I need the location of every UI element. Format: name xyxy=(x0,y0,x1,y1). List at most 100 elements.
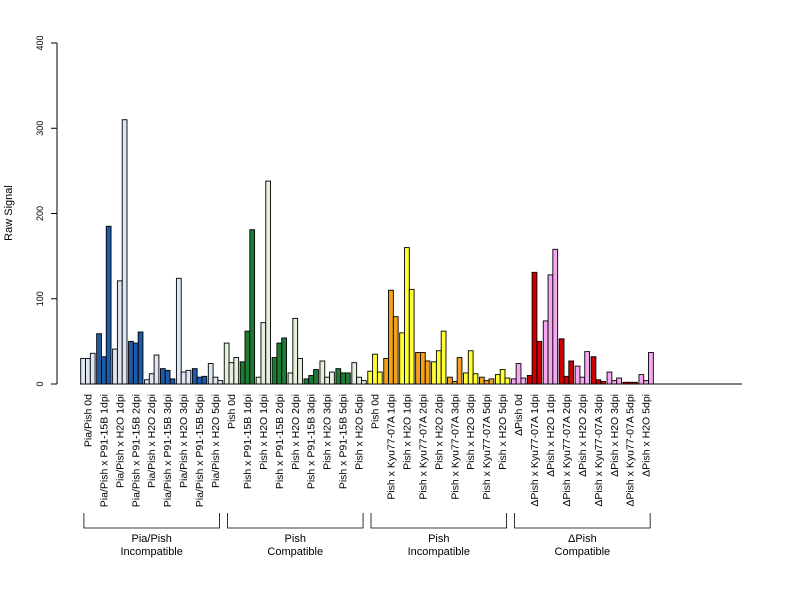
x-tick-label: Pish x P91-15B 1dpi xyxy=(242,394,254,489)
bar xyxy=(547,274,554,385)
bar xyxy=(153,354,160,385)
group-label-line2: Compatible xyxy=(555,546,611,558)
bar xyxy=(244,330,251,385)
bar xyxy=(488,378,495,385)
group-label-line2: Incompatible xyxy=(121,546,183,558)
x-tick-label: Pia/Pish x P91-15B 2dpi xyxy=(130,394,142,507)
y-tick-label: 400 xyxy=(35,35,45,50)
x-tick-label: Pia/Pish x H2O 2dpi xyxy=(146,394,158,488)
bar xyxy=(297,357,303,385)
bar xyxy=(207,363,214,385)
bar xyxy=(80,357,86,385)
bar xyxy=(648,352,654,385)
x-tick-label: ΔPish x Kyu77-07A 1dpi xyxy=(529,394,541,507)
group-bracket xyxy=(227,513,364,529)
x-tick-label: Pish x H2O 5dpi xyxy=(497,394,509,470)
bar xyxy=(627,381,634,385)
bar xyxy=(574,365,581,385)
bar xyxy=(590,356,597,385)
x-tick-label: Pish x H2O 2dpi xyxy=(290,394,302,470)
bar xyxy=(388,289,394,385)
bar xyxy=(356,376,362,385)
bar xyxy=(515,363,522,385)
bar xyxy=(520,377,527,385)
bar xyxy=(435,350,442,385)
x-tick-label: Pish x Kyu77-07A 1dpi xyxy=(385,394,397,500)
bar xyxy=(531,271,538,385)
bar xyxy=(281,337,287,385)
y-tick-label: 100 xyxy=(35,291,45,306)
x-tick-label: Pish x Kyu77-07A 2dpi xyxy=(417,394,429,500)
bar xyxy=(292,317,299,385)
bar xyxy=(212,376,219,385)
x-tick-label: ΔPish x H2O 5dpi xyxy=(641,394,653,477)
bar xyxy=(383,357,390,385)
bar xyxy=(265,180,272,385)
bar xyxy=(144,379,150,385)
bar xyxy=(510,378,517,385)
bar xyxy=(164,369,171,385)
x-tick-label: Pish x H2O 1dpi xyxy=(401,394,413,470)
bar xyxy=(536,340,543,385)
x-tick-label: Pish x P91-15B 3dpi xyxy=(306,394,318,489)
group-brackets: Pia/PishIncompatiblePishCompatiblePishIn… xyxy=(83,513,651,558)
bar xyxy=(128,340,134,385)
bar xyxy=(367,370,374,385)
bar xyxy=(440,330,447,385)
bar xyxy=(643,380,650,385)
bar xyxy=(137,331,144,385)
bar xyxy=(175,277,182,385)
y-tick-label: 200 xyxy=(35,206,45,221)
bar xyxy=(415,352,421,385)
x-tick-label: ΔPish x H2O 1dpi xyxy=(545,394,557,477)
bar xyxy=(180,371,187,385)
bar xyxy=(308,375,315,385)
bar xyxy=(595,379,602,385)
bar xyxy=(376,371,383,385)
group-label-line1: ΔPish xyxy=(568,533,597,545)
bar xyxy=(276,342,283,385)
bar xyxy=(616,377,622,385)
group-label-line1: Pish xyxy=(428,533,449,545)
y-tick-label: 0 xyxy=(35,381,45,386)
x-tick-label: Pish x H2O 3dpi xyxy=(322,394,334,470)
bar xyxy=(499,369,506,385)
x-tick-label: Pish 0d xyxy=(370,394,382,429)
x-tick-label: Pish x H2O 5dpi xyxy=(354,394,366,470)
group-label-line2: Compatible xyxy=(267,546,323,558)
group-label-line2: Incompatible xyxy=(408,546,470,558)
bar xyxy=(563,375,570,385)
x-tick-label: Pish x H2O 3dpi xyxy=(465,394,477,470)
x-tick-label: Pia/Pish x P91-15B 5dpi xyxy=(194,394,206,507)
bar xyxy=(201,375,208,385)
bar xyxy=(579,376,586,385)
x-tick-label: Pish x H2O 1dpi xyxy=(258,394,270,470)
bar xyxy=(85,357,91,385)
bar xyxy=(132,342,139,385)
x-tick-labels: Pia/Pish 0d Pia/Pish x P91-15B 1dpi Pia/Pi… xyxy=(82,394,652,507)
bar xyxy=(479,376,485,385)
bar xyxy=(622,381,629,385)
bar xyxy=(420,352,426,385)
bar xyxy=(463,372,469,385)
bar xyxy=(223,342,230,385)
x-tick-label: Pia/Pish x P91-15B 3dpi xyxy=(162,394,174,507)
bar xyxy=(335,368,342,385)
x-tick-label: Pish x Kyu77-07A 5dpi xyxy=(481,394,493,500)
bars xyxy=(80,119,654,385)
bar xyxy=(611,380,618,385)
x-tick-label: ΔPish x Kyu77-07A 3dpi xyxy=(593,394,605,507)
bar xyxy=(494,374,501,385)
y-axis-label: Raw Signal xyxy=(3,185,15,241)
bar xyxy=(239,361,246,385)
bar xyxy=(313,369,319,385)
bar xyxy=(159,368,166,385)
bar xyxy=(319,360,326,385)
bar xyxy=(600,380,606,385)
bar xyxy=(89,352,96,385)
bar xyxy=(504,377,511,385)
bar xyxy=(116,280,123,385)
bar xyxy=(456,357,463,385)
bar xyxy=(340,372,346,385)
bar xyxy=(472,373,479,385)
